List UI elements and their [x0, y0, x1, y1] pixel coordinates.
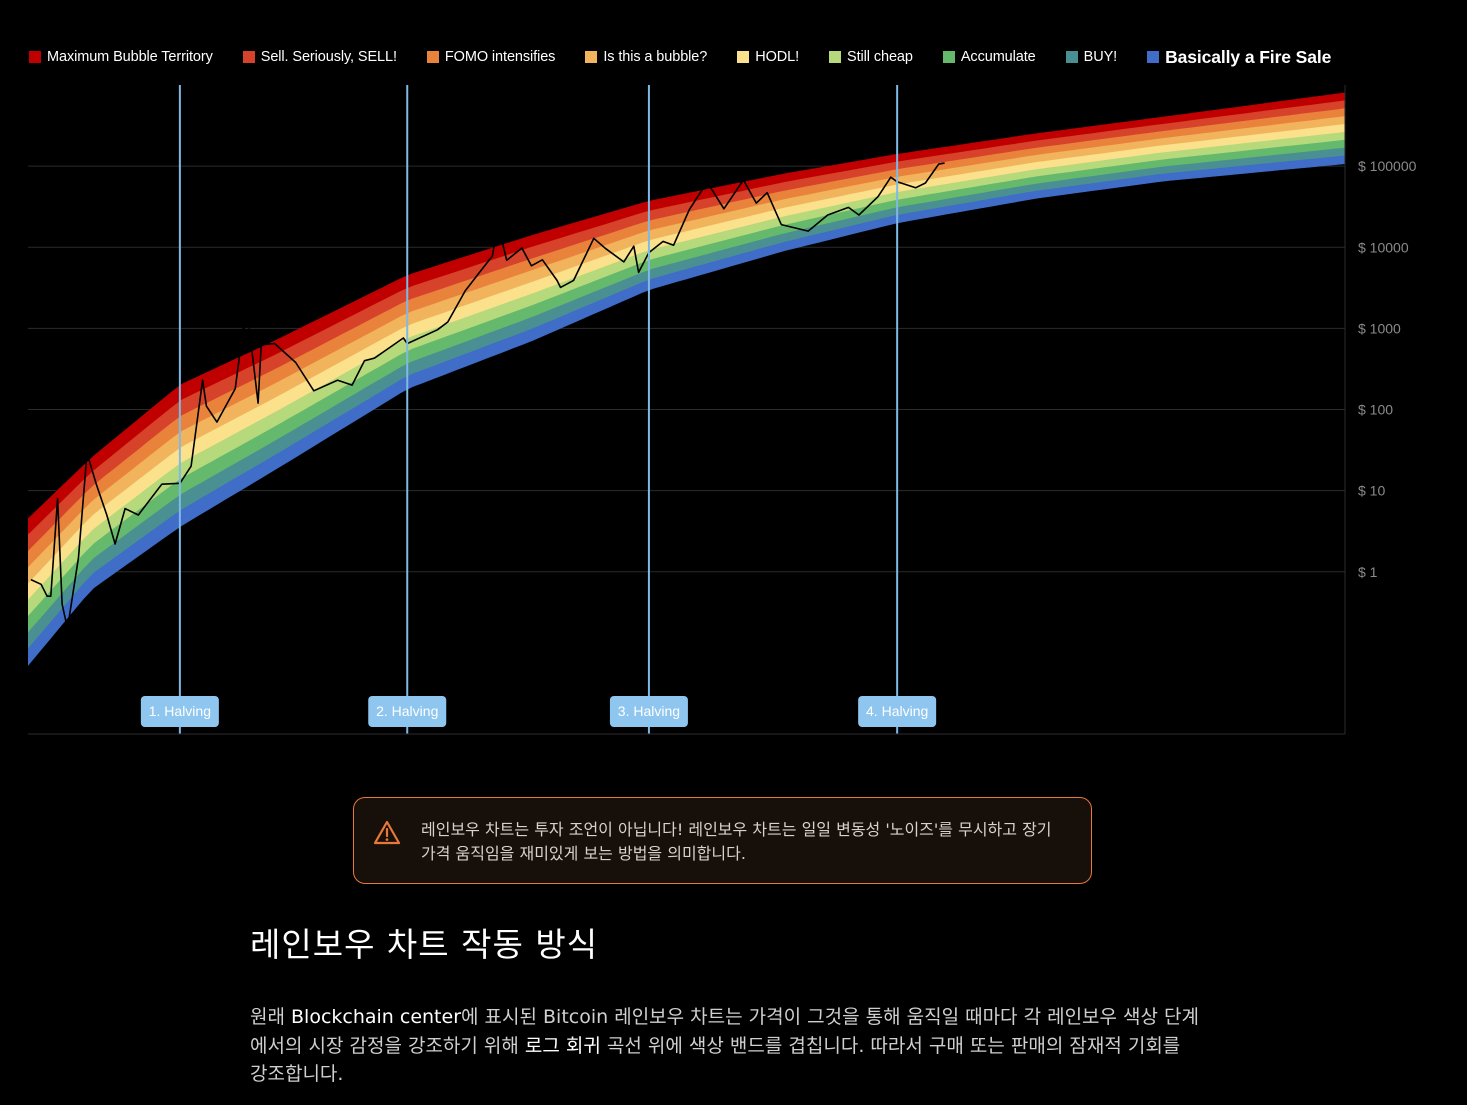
halving-badge	[609, 696, 688, 727]
blockchain-center-link[interactable]: Blockchain center	[291, 1006, 462, 1028]
halving-marker[interactable]: 1. Halving	[140, 696, 219, 727]
legend-item-maximum-bubble[interactable]: Maximum Bubble Territory	[29, 49, 213, 65]
legend-swatch	[585, 51, 598, 63]
rainbow-chart: $ 1 $ 10 $ 100 $ 1000 $ 10000 $ 100000 1. Halv…	[28, 85, 1417, 735]
halving-label: 3. Halving	[618, 703, 680, 719]
legend-label: BUY!	[1083, 49, 1118, 65]
halving-marker[interactable]: 3. Halving	[609, 696, 688, 727]
body-text: 원래	[250, 1006, 291, 1028]
body-text: 에 표시된 Bitcoin 레인보우 차트는 가격이 그것을 통해 움직일 때마…	[250, 1006, 1200, 1057]
legend-item-fire-sale[interactable]: Basically a Fire Sale	[1147, 47, 1331, 68]
legend-swatch	[1147, 51, 1160, 63]
legend-swatch	[29, 51, 41, 63]
legend-item-buy[interactable]: BUY!	[1065, 49, 1118, 65]
halving-badge	[368, 696, 447, 727]
legend-label: Still cheap	[847, 49, 913, 65]
halving-label: 4. Halving	[866, 703, 928, 719]
legend-swatch	[829, 51, 842, 63]
log-regression-link[interactable]: 로그 회귀	[524, 1034, 601, 1057]
disclaimer-text: 레인보우 차트는 투자 조언이 아닙니다! 레인보우 차트는 일일 변동성 '노…	[421, 820, 1052, 863]
section-title: 레인보우 차트 작동 방식	[250, 925, 599, 964]
y-tick-label: $ 1000	[1358, 320, 1401, 336]
y-tick-label: $ 100	[1358, 402, 1393, 418]
legend-swatch	[242, 51, 255, 63]
warning-triangle-icon	[373, 820, 401, 845]
legend-item-fomo[interactable]: FOMO intensifies	[426, 49, 556, 65]
legend-item-sell[interactable]: Sell. Seriously, SELL!	[242, 49, 397, 65]
legend-item-hodl[interactable]: HODL!	[737, 49, 799, 65]
price-line	[30, 162, 945, 630]
legend-label: HODL!	[755, 49, 800, 65]
legend-swatch	[942, 51, 955, 63]
chart-legend: Maximum Bubble Territory Sell. Seriously…	[29, 45, 1331, 69]
halving-badge	[140, 696, 219, 727]
legend-item-still-cheap[interactable]: Still cheap	[829, 49, 913, 65]
halving-marker[interactable]: 2. Halving	[368, 696, 447, 727]
rainbow-band	[28, 155, 1345, 666]
legend-label: FOMO intensifies	[444, 49, 556, 65]
section-body: 원래 Blockchain center에 표시된 Bitcoin 레인보우 차…	[250, 1003, 1200, 1089]
y-tick-label: $ 1	[1358, 564, 1378, 580]
legend-label: Accumulate	[960, 49, 1036, 65]
body-text: 곡선 위에 색상 밴드를 겹칩니다. 따라서 구매 또는 판매의 잠재적 기회를…	[250, 1034, 1181, 1086]
y-tick-label: $ 100000	[1358, 158, 1417, 174]
halving-marker[interactable]: 4. Halving	[858, 696, 937, 727]
legend-item-accumulate[interactable]: Accumulate	[942, 49, 1036, 65]
legend-label: Maximum Bubble Territory	[47, 49, 213, 65]
rainbow-band	[28, 116, 1345, 585]
halving-badge	[858, 696, 937, 727]
halving-label: 2. Halving	[376, 703, 438, 719]
disclaimer-box: 레인보우 차트는 투자 조언이 아닙니다! 레인보우 차트는 일일 변동성 '노…	[353, 797, 1092, 884]
legend-swatch	[737, 51, 750, 63]
legend-label: Sell. Seriously, SELL!	[260, 49, 397, 65]
y-tick-label: $ 10	[1358, 483, 1385, 499]
legend-item-bubble[interactable]: Is this a bubble?	[585, 49, 707, 65]
halving-label: 1. Halving	[149, 703, 211, 719]
legend-label: Is this a bubble?	[603, 49, 708, 65]
legend-label: Basically a Fire Sale	[1165, 46, 1332, 67]
y-tick-label: $ 10000	[1358, 239, 1409, 255]
legend-swatch	[426, 51, 439, 63]
legend-swatch	[1065, 51, 1078, 63]
